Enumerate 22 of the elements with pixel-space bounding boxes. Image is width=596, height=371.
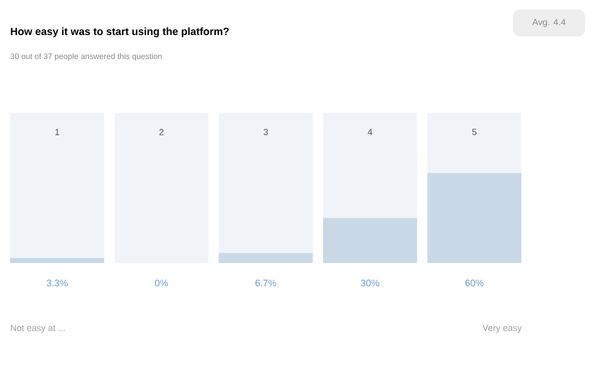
chart-title: How easy it was to start using the platform? [10, 27, 229, 38]
data-label: 60% [465, 280, 484, 286]
x-tick-label: 5 [472, 128, 476, 136]
x-tick-label: 2 [159, 128, 164, 136]
bar [218, 252, 313, 263]
text: Not easy at ... [10, 324, 65, 333]
data-label: 3.3% [46, 280, 68, 286]
bar [427, 113, 522, 173]
bar [10, 258, 104, 263]
bar [218, 113, 313, 253]
text: Very easy [482, 324, 522, 333]
x-tick-label: 1 [55, 128, 60, 136]
data-label: 6.7% [255, 280, 276, 286]
text: Avg. 4.4 [532, 18, 566, 28]
data-label: 30% [360, 280, 380, 286]
bar [427, 173, 522, 263]
bar [323, 113, 418, 218]
data-label: 0% [154, 280, 168, 286]
bar [323, 218, 418, 263]
x-tick-label: 3 [264, 128, 268, 136]
bar [10, 113, 104, 258]
x-tick-label: 4 [368, 128, 372, 136]
